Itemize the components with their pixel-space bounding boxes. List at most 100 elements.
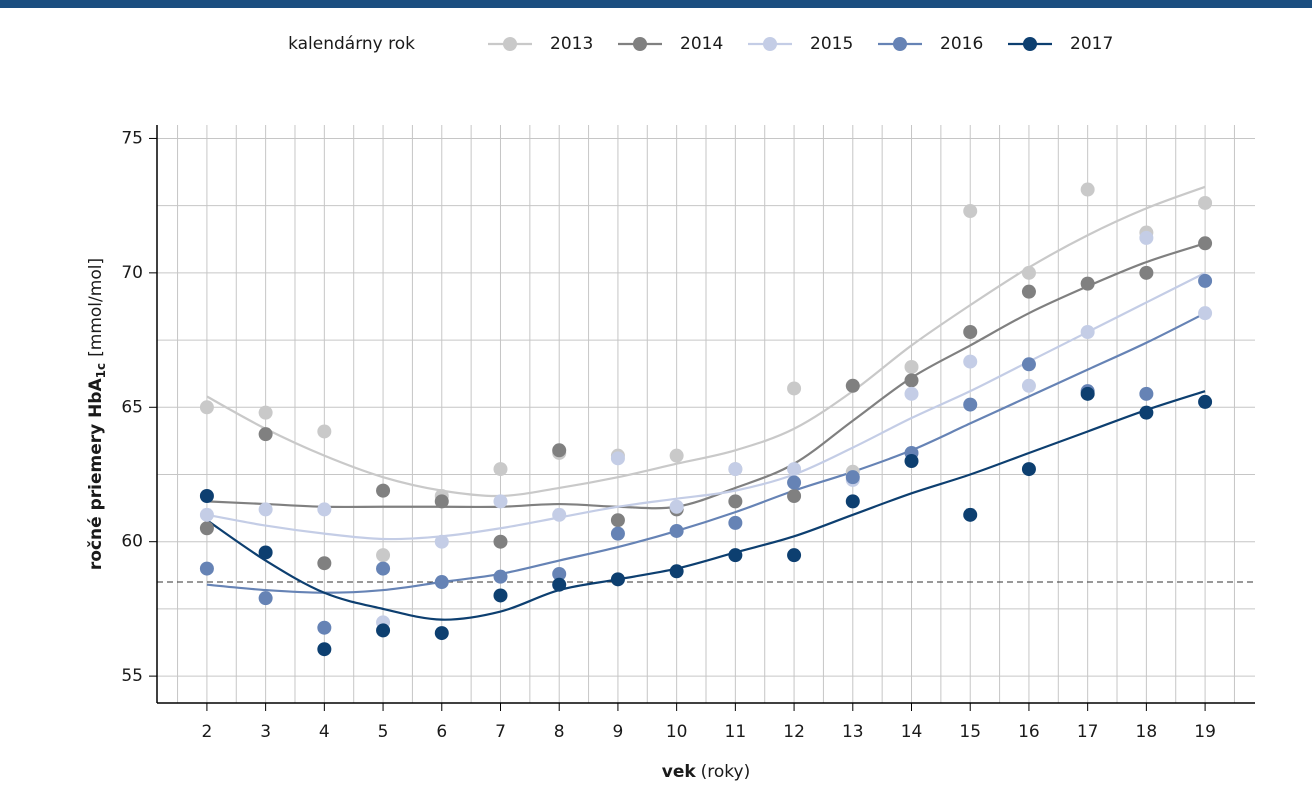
legend-label: 2017: [1070, 34, 1113, 54]
data-point: [434, 534, 449, 549]
data-point: [904, 386, 919, 401]
data-point: [317, 642, 332, 657]
trend-line: [206, 185, 1206, 498]
data-point: [963, 397, 978, 412]
data-point: [1021, 378, 1036, 393]
data-point: [845, 378, 860, 393]
x-tick-label: 11: [725, 722, 747, 742]
data-point: [787, 488, 802, 503]
data-point: [434, 626, 449, 641]
x-tick-label: 14: [901, 722, 923, 742]
data-point: [669, 523, 684, 538]
data-point: [963, 507, 978, 522]
data-point: [1139, 405, 1154, 420]
data-point: [552, 443, 567, 458]
data-point: [552, 577, 567, 592]
x-tick-label: 17: [1077, 722, 1099, 742]
data-point: [258, 591, 273, 606]
x-tick-label: 19: [1194, 722, 1216, 742]
data-point: [258, 502, 273, 517]
y-label-main: ročné priemery HbA: [86, 377, 106, 570]
data-point: [493, 588, 508, 603]
legend-title: kalendárny rok: [288, 34, 415, 54]
data-point: [610, 526, 625, 541]
data-point: [728, 515, 743, 530]
x-tick-label: 9: [613, 722, 624, 742]
y-tick-label: 60: [121, 532, 143, 552]
data-point: [1080, 386, 1095, 401]
data-point: [1080, 182, 1095, 197]
data-point: [317, 620, 332, 635]
x-tick-label: 18: [1136, 722, 1158, 742]
legend-marker: [1023, 37, 1037, 51]
y-tick-label: 75: [121, 128, 143, 148]
x-tick-label: 2: [201, 722, 212, 742]
data-point: [199, 507, 214, 522]
data-point: [1198, 273, 1213, 288]
data-point: [787, 381, 802, 396]
data-point: [1021, 357, 1036, 372]
x-tick-label: 10: [666, 722, 688, 742]
data-point: [728, 494, 743, 509]
data-point: [1139, 386, 1154, 401]
data-point: [376, 548, 391, 563]
data-point: [845, 470, 860, 485]
data-point: [963, 325, 978, 340]
y-tick-label: 65: [121, 397, 143, 417]
data-point: [1021, 284, 1036, 299]
x-tick-label: 12: [783, 722, 805, 742]
x-tick-label: 3: [260, 722, 271, 742]
data-point: [1080, 325, 1095, 340]
data-point: [552, 507, 567, 522]
data-point: [434, 494, 449, 509]
legend-marker: [893, 37, 907, 51]
data-point: [1198, 195, 1213, 210]
x-tick-label: 5: [378, 722, 389, 742]
x-tick-label: 7: [495, 722, 506, 742]
data-point: [552, 566, 567, 581]
data-point: [787, 548, 802, 563]
legend-marker: [633, 37, 647, 51]
legend-label: 2013: [550, 34, 593, 54]
data-point: [610, 513, 625, 528]
trend-line: [206, 312, 1206, 594]
data-point: [317, 424, 332, 439]
data-point: [669, 564, 684, 579]
data-point: [1198, 236, 1213, 251]
x-label-unit: (roky): [701, 762, 751, 782]
x-tick-label: 4: [319, 722, 330, 742]
data-point: [434, 575, 449, 590]
y-tick-label: 55: [121, 666, 143, 686]
y-axis-label: ročné priemery HbA1c [mmol/mol]: [86, 258, 108, 570]
data-point: [1139, 265, 1154, 280]
x-axis-label: vek (roky): [662, 762, 751, 782]
data-point: [317, 502, 332, 517]
data-point: [963, 204, 978, 219]
x-tick-label: 13: [842, 722, 864, 742]
data-point: [610, 451, 625, 466]
data-point: [1021, 265, 1036, 280]
data-point: [904, 454, 919, 469]
data-point: [258, 427, 273, 442]
trend-line: [206, 390, 1206, 621]
legend-marker: [503, 37, 517, 51]
y-label-sub: 1c: [94, 363, 108, 378]
data-point: [1198, 394, 1213, 409]
data-point: [1139, 230, 1154, 245]
data-point: [376, 483, 391, 498]
data-point: [787, 462, 802, 477]
data-point: [1198, 306, 1213, 321]
data-point: [1080, 276, 1095, 291]
data-point: [728, 548, 743, 563]
data-point: [199, 561, 214, 576]
y-tick-label: 70: [121, 263, 143, 283]
y-label-unit: [mmol/mol]: [86, 258, 106, 357]
data-point: [493, 534, 508, 549]
data-point: [493, 494, 508, 509]
legend-label: 2016: [940, 34, 983, 54]
data-point: [258, 545, 273, 560]
data-point: [963, 354, 978, 369]
x-tick-label: 15: [959, 722, 981, 742]
data-point: [199, 521, 214, 536]
legend-marker: [763, 37, 777, 51]
